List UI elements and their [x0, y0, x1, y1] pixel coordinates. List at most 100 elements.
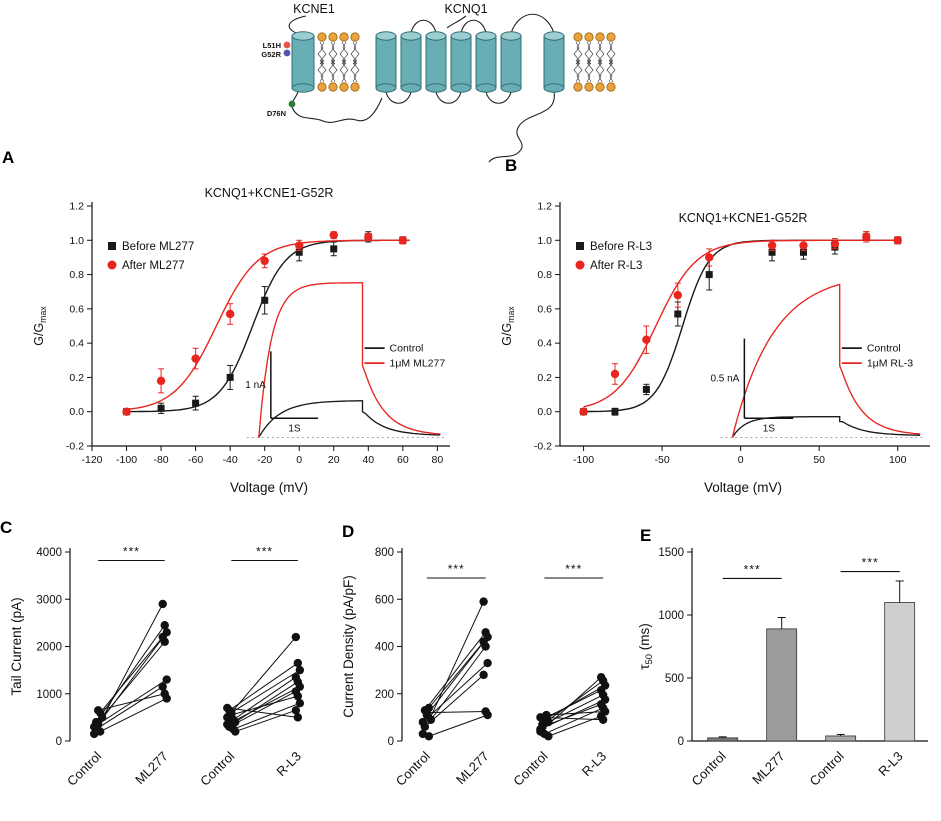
category-label: ML277	[453, 749, 492, 788]
legend-marker	[575, 260, 585, 270]
legend-marker	[576, 242, 584, 250]
loop-line	[485, 91, 512, 104]
lipid-head	[317, 82, 327, 92]
pair-line	[101, 641, 166, 718]
data-point	[291, 706, 301, 715]
fit-curve	[583, 239, 901, 408]
data-point	[162, 675, 171, 684]
tm-helix	[291, 35, 315, 89]
inset-legend-label: 1μM RL-3	[867, 358, 913, 370]
y-tick-label: 0.2	[537, 372, 552, 384]
loop-line	[292, 91, 299, 102]
pair-line	[95, 624, 166, 723]
y-tick-label: 1500	[658, 547, 684, 559]
y-tick-label: 0.0	[537, 406, 552, 418]
lipid-tail	[331, 41, 338, 65]
y-tick-label: 500	[665, 673, 684, 685]
legend-label: After R-L3	[590, 260, 642, 272]
data-point	[481, 642, 490, 651]
data-point	[862, 232, 871, 242]
mutation-dot-l51h	[283, 41, 291, 49]
significance-stars: ***	[123, 545, 140, 559]
data-point	[260, 256, 269, 266]
category-label: Control	[689, 748, 729, 788]
data-point	[295, 241, 304, 250]
y-tick-label: 0.8	[537, 269, 552, 281]
pair-line	[228, 662, 299, 711]
mutation-label-l51h: L51H	[263, 41, 281, 50]
y-tick-label: 3000	[36, 594, 62, 606]
y-tick-label: 0.0	[69, 406, 84, 418]
data-point	[420, 722, 430, 732]
category-label: ML277	[132, 749, 171, 788]
data-point	[768, 248, 776, 256]
legend-label: After ML277	[122, 260, 185, 272]
lipid-tail	[576, 41, 583, 65]
y-tick-label: 0.8	[69, 269, 84, 281]
pair-line	[235, 709, 297, 733]
y-tick-label: 1.0	[537, 235, 552, 247]
pair-line	[231, 669, 301, 714]
kcne1-label: KCNE1	[293, 2, 335, 16]
lipid-tail	[576, 59, 583, 83]
inset-hscale-label: 1S	[763, 423, 776, 434]
category-label: Control	[393, 748, 433, 788]
lipid-tail	[587, 41, 594, 65]
lipid-head	[328, 32, 338, 42]
data-point	[424, 732, 434, 741]
y-tick-label: 1000	[658, 610, 684, 622]
data-point	[295, 665, 305, 675]
lipid-tail	[353, 59, 360, 83]
lipid-head	[328, 82, 338, 92]
significance-stars: ***	[862, 556, 879, 570]
pair-line	[428, 641, 485, 709]
bar	[884, 602, 916, 742]
pair-line	[97, 632, 168, 725]
lipid-head	[595, 82, 605, 92]
lipid-tail	[342, 41, 349, 65]
loop-line	[510, 13, 555, 34]
data-point	[544, 732, 553, 741]
data-point	[293, 691, 303, 701]
x-axis-label: Voltage (mV)	[704, 480, 782, 495]
data-point	[295, 699, 305, 708]
data-point	[642, 335, 651, 344]
y-tick-label: 200	[375, 689, 394, 701]
y-tick-label: 0	[388, 736, 394, 748]
category-label: R-L3	[579, 749, 610, 780]
data-point	[422, 708, 432, 717]
pair-line	[430, 646, 487, 721]
x-tick-label: -60	[188, 454, 203, 466]
pair-line	[546, 689, 602, 718]
lipid-tail	[598, 41, 605, 65]
data-point	[231, 717, 240, 727]
lipid-tail	[587, 59, 594, 83]
data-point	[611, 408, 619, 416]
inset-hscale-label: 1S	[288, 423, 301, 434]
lipid-tail	[320, 59, 327, 83]
lipid-head	[350, 82, 360, 92]
tm-helix	[425, 35, 447, 89]
y-tick-label: 1.2	[537, 201, 552, 213]
inset-legend-label: Control	[867, 343, 901, 355]
fit-curve	[126, 239, 410, 411]
loop-line	[291, 97, 383, 123]
chart-title: KCNQ1+KCNE1-G52R	[679, 211, 808, 225]
lipid-tail	[353, 41, 360, 65]
y-tick-label: 4000	[36, 547, 62, 559]
tm-helix	[450, 35, 472, 89]
inset-trace	[258, 400, 441, 438]
data-point	[295, 248, 303, 256]
legend-label: Before ML277	[122, 241, 194, 253]
data-point	[223, 703, 232, 713]
category-label: Control	[197, 748, 237, 788]
data-point	[162, 694, 171, 703]
x-tick-label: -80	[153, 454, 168, 466]
data-point	[544, 717, 553, 727]
panel-b-gv-chart: -100 -50 0 50 100 -0.2 0.0 0.2 0.4 0.6 0.8 1.0 1.2 Vo…	[500, 201, 930, 495]
x-tick-label: 50	[813, 454, 825, 466]
pair-line	[229, 690, 297, 728]
data-point	[642, 385, 650, 393]
y-axis-label: Tail Current (pA)	[9, 597, 24, 695]
data-point	[579, 407, 588, 416]
